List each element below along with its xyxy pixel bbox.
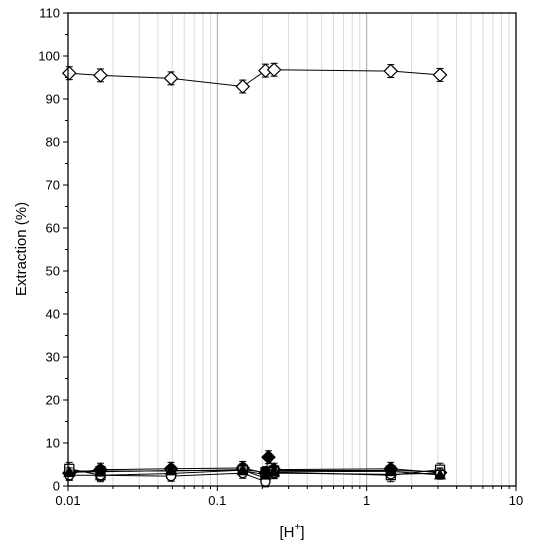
series-line: [69, 469, 441, 473]
y-tick-label: 110: [39, 6, 60, 21]
x-tick-label: 10: [509, 493, 523, 508]
series-line: [69, 472, 441, 483]
series-diamond-open: [61, 62, 448, 94]
y-tick-label: 40: [46, 307, 60, 322]
data-point-triangle-filled: [165, 464, 178, 476]
data-point-triangle-filled: [94, 465, 107, 477]
y-tick-label: 20: [46, 393, 60, 408]
x-axis-label-main: [H: [279, 524, 294, 541]
data-point-triangle-filled: [236, 464, 249, 476]
series-layer: [61, 62, 448, 488]
data-point-diamond-open: [266, 62, 282, 78]
data-point-triangle-filled: [63, 466, 76, 477]
series-line: [69, 470, 441, 476]
data-point-triangle-filled: [259, 468, 272, 480]
plot-frame: [67, 12, 517, 487]
grid-layer: [112, 13, 510, 486]
y-tick-label: 100: [38, 49, 60, 64]
x-tick-label: 0.01: [55, 493, 80, 508]
x-axis-label-close: ]: [300, 524, 304, 541]
y-tick-label: 0: [53, 479, 60, 494]
y-axis: 0 10 20 30 40 50 60 70 80 90 100 110: [38, 6, 68, 494]
y-tick-label: 60: [46, 221, 60, 236]
data-point-triangle-filled: [384, 465, 397, 476]
y-tick-label: 10: [46, 436, 60, 451]
x-axis-label-superscript: +: [294, 522, 300, 533]
data-point-diamond-open: [383, 63, 399, 79]
series-triangle-filled: [63, 464, 447, 480]
y-tick-label: 30: [46, 350, 60, 365]
x-axis-label: [H+]: [279, 522, 304, 541]
x-tick-label: 1: [363, 493, 370, 508]
y-tick-label: 90: [46, 92, 60, 107]
data-point-diamond-open: [432, 67, 448, 83]
data-point-diamond-open: [235, 79, 251, 94]
data-point-triangle-filled: [268, 465, 281, 477]
y-tick-label: 50: [46, 264, 60, 279]
data-point-diamond-open: [93, 68, 108, 83]
y-tick-label: 70: [46, 178, 60, 193]
x-tick-label: 0.1: [208, 493, 226, 508]
data-point-diamond-open: [163, 71, 179, 86]
data-point-triangle-filled: [434, 468, 447, 480]
x-axis: 0.01 0.1 1 10: [55, 486, 523, 508]
data-point-diamond-open: [61, 65, 77, 81]
y-tick-label: 80: [46, 135, 60, 150]
data-point-diamond-filled: [261, 449, 276, 465]
series-line: [69, 69, 441, 88]
y-axis-label: Extraction (%): [13, 202, 30, 296]
